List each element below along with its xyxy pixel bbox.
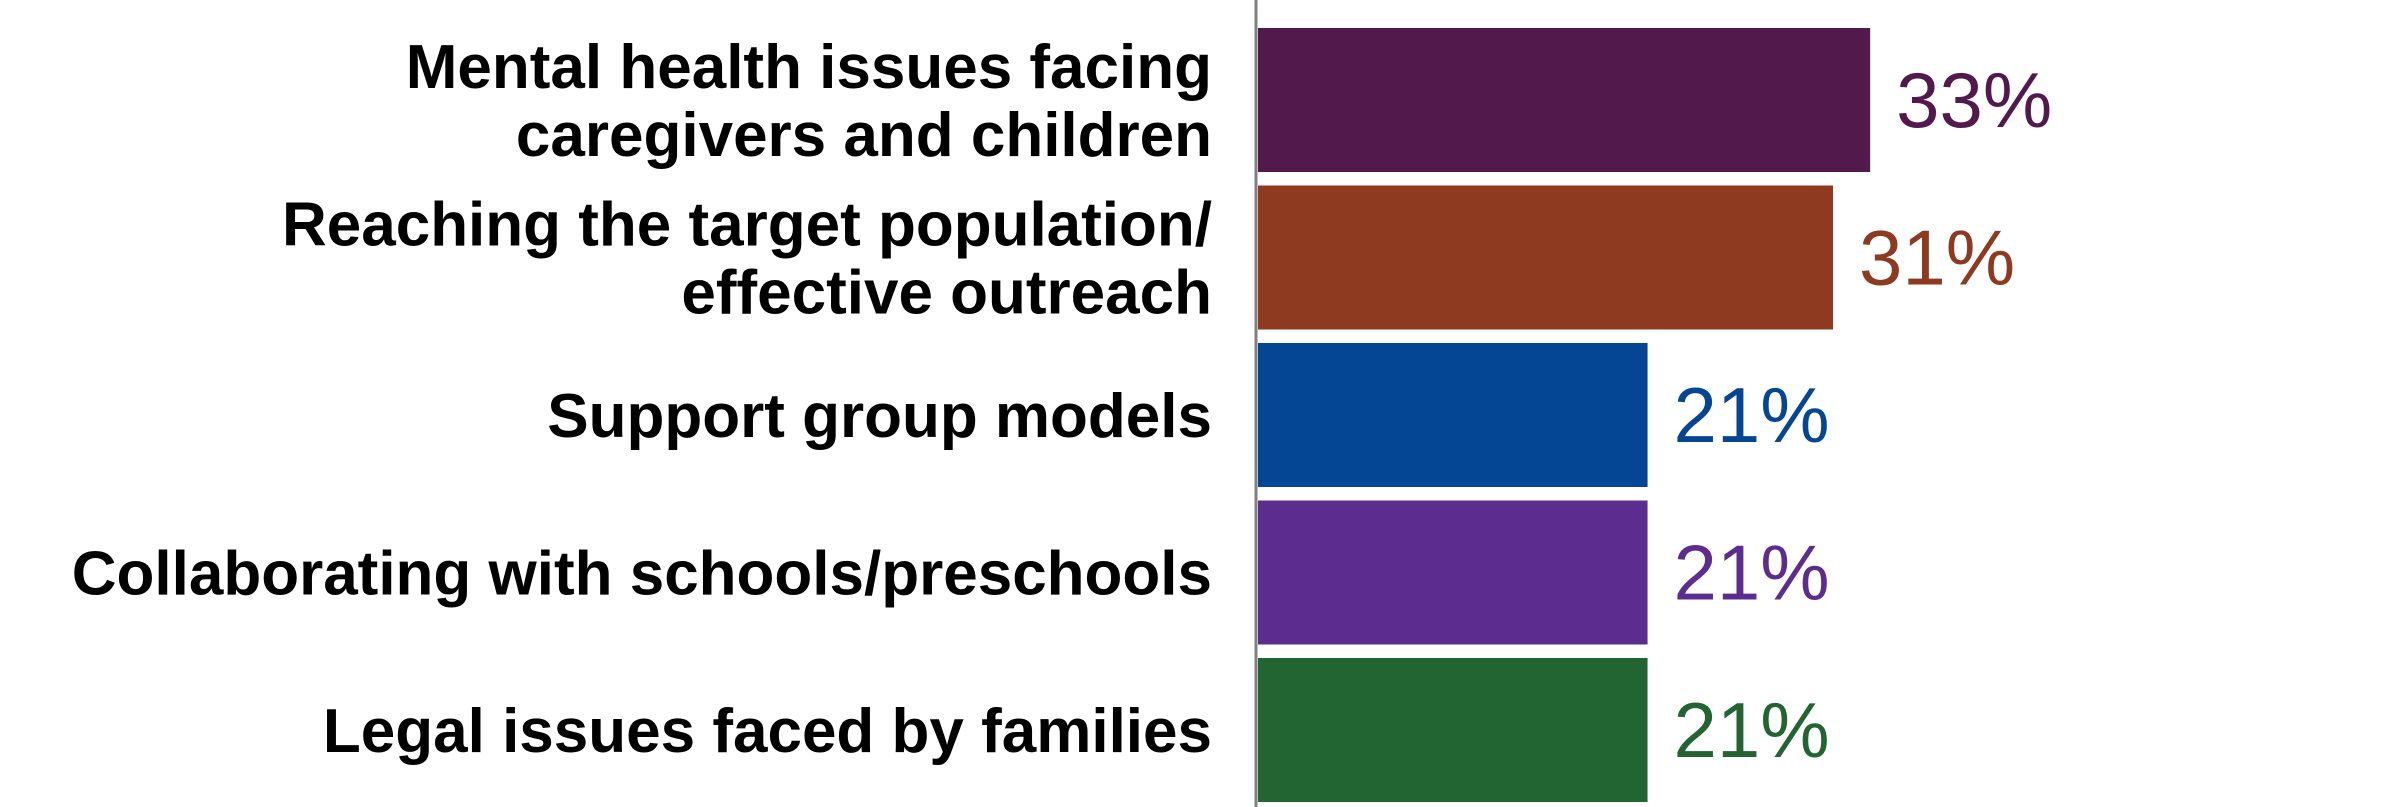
category-label-line: Support group models xyxy=(547,382,1212,451)
bar-5 xyxy=(1258,658,1648,802)
category-label-line: Collaborating with schools/preschools xyxy=(72,540,1212,609)
bar-1 xyxy=(1258,28,1871,172)
value-label-4: 21% xyxy=(1674,529,1830,617)
value-label-1: 33% xyxy=(1896,56,2052,144)
category-label-3: Support group models xyxy=(547,382,1212,451)
category-label-line: effective outreach xyxy=(681,259,1212,328)
category-label-line: Reaching the target population/ xyxy=(282,191,1212,260)
category-label-line: Legal issues faced by families xyxy=(323,697,1212,766)
category-label-line: Mental health issues facing xyxy=(406,33,1212,102)
category-label-5: Legal issues faced by families xyxy=(323,697,1212,766)
value-label-3: 21% xyxy=(1674,371,1830,459)
category-label-4: Collaborating with schools/preschools xyxy=(72,540,1212,609)
bar-4 xyxy=(1258,500,1648,645)
category-label-1: Mental health issues facing caregivers an… xyxy=(406,33,1212,170)
category-label-2: Reaching the target population/effective… xyxy=(282,191,1212,328)
bar-3 xyxy=(1258,343,1648,487)
category-label-line: caregivers and children xyxy=(516,101,1212,170)
bar-2 xyxy=(1258,185,1834,330)
value-label-2: 31% xyxy=(1859,214,2015,302)
value-label-5: 21% xyxy=(1674,686,1830,774)
